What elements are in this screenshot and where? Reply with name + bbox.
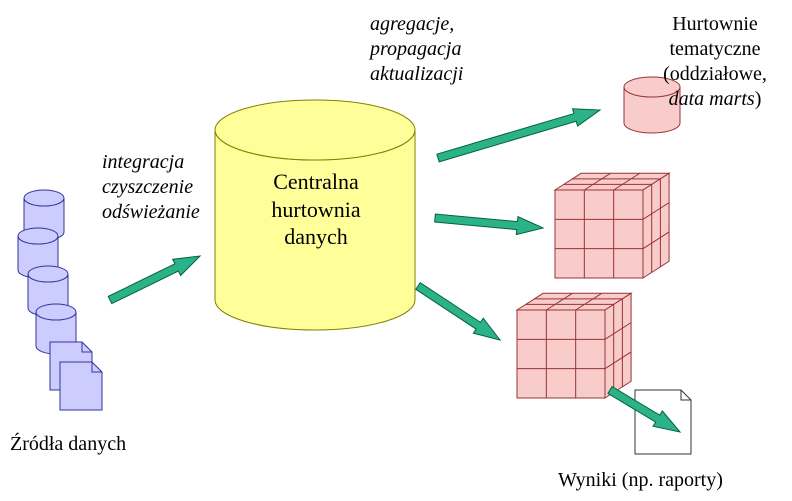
data-cube-1: [555, 173, 669, 278]
label-agregacje: agregacje, propagacja aktualizacji: [370, 12, 463, 87]
label-wyniki: Wyniki (np. raporty): [558, 468, 723, 493]
arrow-central-pinkcyl: [437, 109, 600, 162]
label-hurtownie: Hurtownie tematyczne (oddziałowe, data m…: [640, 12, 790, 112]
data-cube-2: [517, 293, 631, 398]
arrow-central-cube1: [435, 214, 543, 235]
arrow-central-cube2: [416, 283, 500, 340]
source-document-1: [60, 362, 102, 410]
label-zrodla: Źródła danych: [10, 432, 126, 457]
label-integracja: integracja czyszczenie odświeżanie: [102, 150, 200, 225]
arrow-sources-central: [108, 256, 200, 304]
label-centralna: Centralna hurtownia danych: [256, 168, 376, 251]
